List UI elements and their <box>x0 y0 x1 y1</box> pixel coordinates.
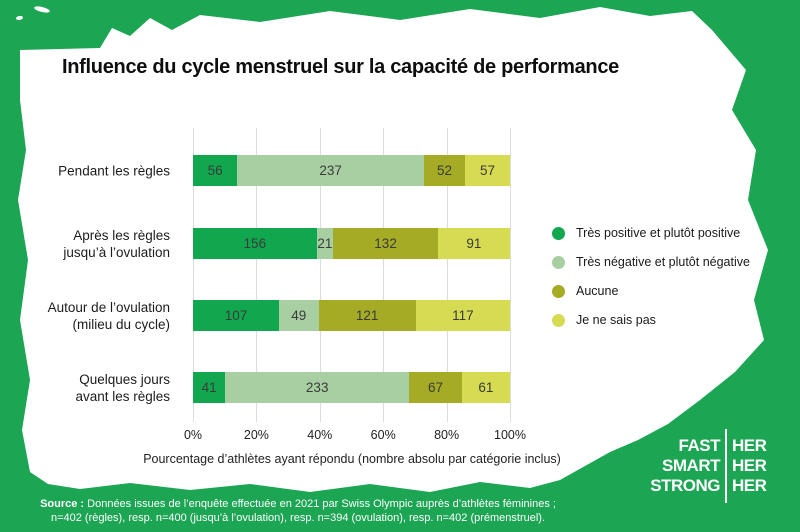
legend-label: Très négative et plutôt négative <box>576 255 750 269</box>
bar-value-label: 107 <box>224 308 248 323</box>
x-axis-tick-label: 100% <box>494 428 526 442</box>
bar-value-label: 233 <box>305 380 329 395</box>
legend-item: Aucune <box>552 284 750 298</box>
bar-segment: 156 <box>193 228 317 259</box>
bar-value-label: 21 <box>317 236 333 251</box>
gridline <box>319 128 321 422</box>
logo-word: HER <box>732 436 767 455</box>
x-axis-caption: Pourcentage d’athlètes ayant répondu (no… <box>143 452 561 466</box>
logo-word: HER <box>732 456 767 475</box>
legend-item: Je ne sais pas <box>552 313 750 327</box>
source-line2: n=402 (règles), resp. n=400 (jusqu’à l’o… <box>50 512 546 524</box>
bar-segment: 52 <box>424 155 466 186</box>
gridline <box>446 128 448 422</box>
bar-value-label: 117 <box>452 308 474 323</box>
category-label: Pendant les règles <box>58 163 170 178</box>
bar-segment: 117 <box>415 300 510 331</box>
bar-value-label: 132 <box>374 236 397 251</box>
bar-segment: 41 <box>193 372 226 403</box>
chart-title: Influence du cycle menstruel sur la capa… <box>62 56 619 78</box>
legend-dot-icon <box>552 255 565 269</box>
legend-item: Très négative et plutôt négative <box>552 255 750 269</box>
legend-label: Je ne sais pas <box>576 313 656 327</box>
bar-segment: 21 <box>316 228 334 259</box>
bar-value-label: 56 <box>207 163 223 178</box>
x-axis-tick-label: 20% <box>243 428 269 442</box>
bar-segment: 91 <box>437 228 510 259</box>
stacked-bar: 41 233 67 61 <box>193 372 510 403</box>
x-axis-tick-label: 60% <box>370 428 396 442</box>
bar-segment: 237 <box>237 155 425 186</box>
bar-segment: 233 <box>225 372 410 403</box>
bar-value-label: 41 <box>201 380 217 395</box>
bar-value-label: 52 <box>437 163 453 178</box>
x-axis-tick-label: 80% <box>434 428 460 442</box>
gridline <box>510 128 511 422</box>
legend-item: Très positive et plutôt positive <box>552 226 750 240</box>
stacked-bar: 56 237 52 57 <box>193 155 510 186</box>
logo-word: STRONG <box>650 476 720 495</box>
legend-dot-icon <box>552 284 565 298</box>
category-label: Après les règles jusqu’à l’ovulation <box>63 227 170 260</box>
bar-value-label: 91 <box>466 236 482 251</box>
bar-segment: 107 <box>193 300 280 331</box>
bar-value-label: 237 <box>319 163 342 178</box>
bar-segment: 57 <box>465 155 510 186</box>
brush-speck <box>33 5 51 14</box>
x-axis-tick-label: 0% <box>183 428 203 442</box>
bar-segment: 56 <box>193 155 238 186</box>
gridline <box>383 128 385 422</box>
stacked-bar: 107 49 121 117 <box>193 300 510 331</box>
logo-word: SMART <box>662 456 720 475</box>
bar-segment: 121 <box>318 300 416 331</box>
legend-dot-icon <box>552 226 565 240</box>
gridline <box>193 128 194 422</box>
logo-word: HER <box>732 476 767 495</box>
bar-value-label: 156 <box>243 236 267 251</box>
legend: Très positive et plutôt positive Très nég… <box>552 226 750 342</box>
logo-divider-line <box>725 429 727 503</box>
brush-speck <box>37 42 51 49</box>
bar-value-label: 57 <box>479 163 496 178</box>
logo-right-column: HER HER HER <box>732 436 767 496</box>
bar-segment: 132 <box>333 228 438 259</box>
brush-speck <box>15 15 24 21</box>
legend-dot-icon <box>552 313 565 327</box>
bar-value-label: 67 <box>427 380 443 395</box>
gridline <box>256 128 258 422</box>
bar-value-label: 121 <box>355 308 379 323</box>
source-label: Source : <box>40 498 85 510</box>
legend-label: Très positive et plutôt positive <box>576 226 741 240</box>
logo-word: FAST <box>678 436 721 455</box>
x-axis-tick-label: 40% <box>307 428 333 442</box>
source-note: Source : Données issues de l’enquête eff… <box>20 497 576 525</box>
category-label: Autour de l’ovulation (milieu du cycle) <box>47 299 170 332</box>
legend-label: Aucune <box>576 284 619 298</box>
bar-segment: 67 <box>409 372 462 403</box>
category-label: Quelques jours avant les règles <box>75 371 170 404</box>
source-line1: Données issues de l’enquête effectuée en… <box>87 498 556 510</box>
fasther-smarther-strongher-logo: FAST SMART STRONG HER HER HER <box>648 429 767 503</box>
logo-left-column: FAST SMART STRONG <box>648 436 720 496</box>
bar-value-label: 61 <box>478 380 494 395</box>
bar-segment: 61 <box>461 372 510 403</box>
stacked-bar: 156 21 132 91 <box>193 228 510 259</box>
bar-value-label: 49 <box>291 308 307 323</box>
bar-segment: 49 <box>279 300 319 331</box>
